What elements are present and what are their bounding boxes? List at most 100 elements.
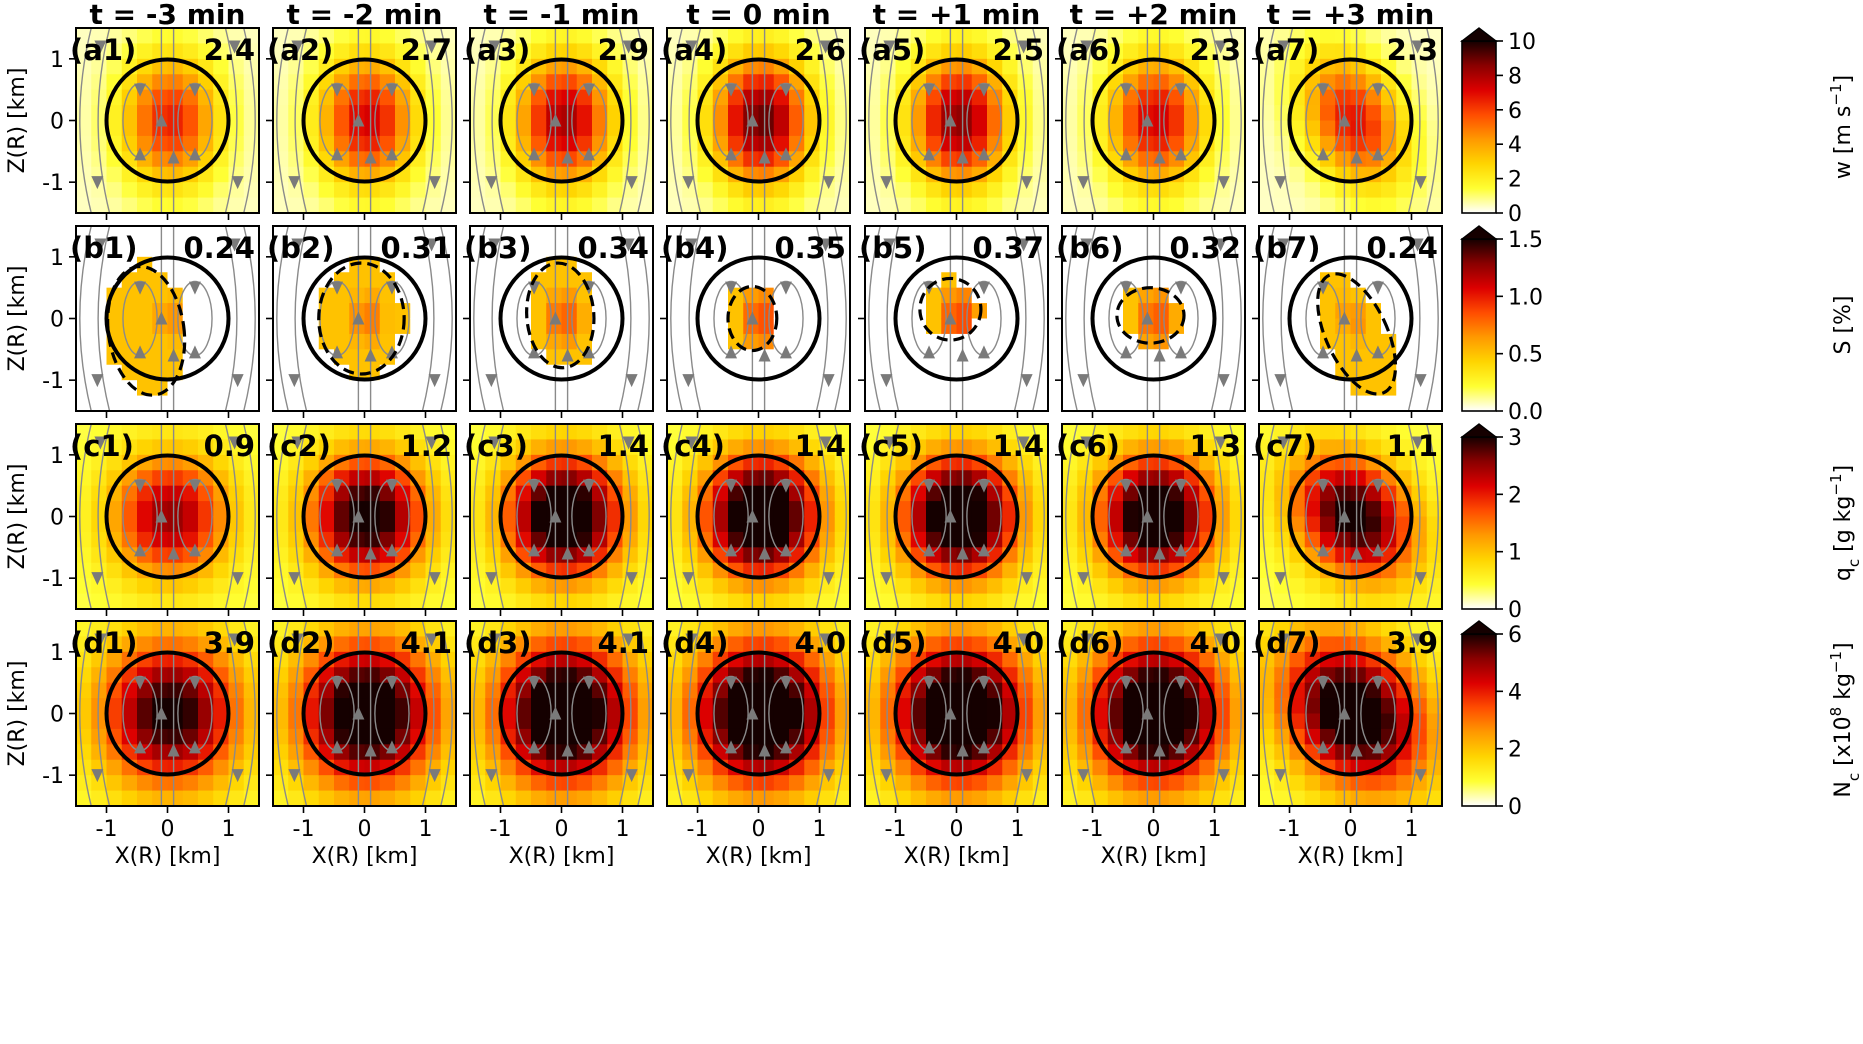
heatmap-cell <box>1229 395 1245 411</box>
heatmap-cell <box>956 182 973 199</box>
heatmap-cell <box>561 593 578 609</box>
heatmap-cell <box>303 593 320 609</box>
heatmap-cell <box>1289 43 1306 60</box>
heatmap-cell <box>395 380 411 397</box>
heatmap-cell <box>1168 380 1185 397</box>
y-tick-label: -1 <box>42 567 64 592</box>
thermal-boundary-circle <box>695 255 822 382</box>
heatmap-cell <box>834 593 850 609</box>
heatmap-cell <box>531 120 547 137</box>
arrow-icon <box>725 83 738 97</box>
heatmap-cell <box>1077 621 1094 638</box>
heatmap-cell <box>1092 58 1109 75</box>
heatmap-cell <box>1365 439 1382 456</box>
heatmap-cell <box>895 120 912 137</box>
heatmap-cell <box>1107 120 1124 137</box>
heatmap-cell <box>213 775 230 792</box>
heatmap-cell <box>1426 728 1442 745</box>
heatmap-cell <box>1184 120 1200 137</box>
heatmap-cell <box>76 728 92 745</box>
heatmap-cell <box>1289 439 1306 456</box>
heatmap-cell <box>834 728 850 745</box>
heatmap-cell <box>152 439 169 456</box>
heatmap-cell <box>607 105 624 122</box>
heatmap-cell <box>1304 395 1321 411</box>
heatmap-cell <box>1411 667 1428 684</box>
heatmap-cell <box>1396 424 1413 441</box>
heatmap-cell <box>987 439 1003 456</box>
arrow-icon <box>1411 633 1424 647</box>
heatmap-cell <box>546 775 563 792</box>
arrow-icon <box>352 113 365 127</box>
heatmap-cell <box>364 698 381 715</box>
heatmap-cell <box>1017 272 1034 289</box>
heatmap-cell <box>334 120 350 137</box>
heatmap-cell <box>682 698 699 715</box>
streamline <box>1065 28 1078 213</box>
heatmap-cell <box>1017 349 1034 366</box>
streamline <box>868 621 881 806</box>
arrow-icon <box>682 374 695 388</box>
heatmap-cell <box>895 562 912 579</box>
heatmap-cell <box>637 380 653 397</box>
heatmap-cell <box>1184 197 1200 213</box>
heatmap-cell <box>288 226 305 243</box>
thermal-boundary-circle <box>695 57 822 184</box>
heatmap-cell <box>364 333 381 350</box>
panel-max-value: 2.3 <box>1387 33 1438 67</box>
heatmap-cell <box>500 380 517 397</box>
heatmap-cell <box>865 667 881 684</box>
heatmap-cell <box>1320 28 1336 45</box>
heatmap-cell <box>1411 197 1428 213</box>
heatmap-cell <box>198 28 214 45</box>
heatmap-cell <box>1304 241 1321 258</box>
heatmap-cell <box>1123 790 1139 806</box>
heatmap-cell <box>213 318 230 335</box>
heatmap-cell <box>1138 621 1155 638</box>
arrow-icon <box>428 769 441 783</box>
heatmap-cell <box>1381 790 1397 806</box>
heatmap-cell <box>1411 621 1428 638</box>
heatmap-cell <box>531 593 547 609</box>
heatmap-cell <box>622 578 639 595</box>
heatmap-cell <box>303 364 320 381</box>
heatmap-cell <box>303 197 320 213</box>
heatmap-cell <box>1214 424 1231 441</box>
streamline <box>421 424 435 609</box>
heatmap-cell <box>758 667 775 684</box>
heatmap-cell <box>349 58 366 75</box>
heatmap-cell <box>470 470 486 487</box>
heatmap-cell <box>667 241 683 258</box>
arrow-icon <box>352 509 365 523</box>
heatmap-cell <box>364 241 381 258</box>
heatmap-cell <box>470 547 486 564</box>
heatmap-cell <box>91 744 108 761</box>
heatmap-cell <box>1062 333 1078 350</box>
heatmap-cell <box>349 135 366 152</box>
heatmap-cell <box>789 105 805 122</box>
heatmap-cell <box>1350 454 1367 471</box>
heatmap-cell <box>198 395 214 411</box>
heatmap-cell <box>410 578 427 595</box>
heatmap-cell <box>1199 395 1216 411</box>
heatmap-cell <box>607 775 624 792</box>
heatmap-cell <box>1289 241 1306 258</box>
arrow-icon <box>582 345 595 359</box>
heatmap-cell <box>1017 744 1034 761</box>
heatmap-cell <box>895 424 912 441</box>
streamline <box>440 28 453 213</box>
heatmap-cell <box>410 182 427 199</box>
heatmap-cell <box>1032 790 1048 806</box>
heatmap-cell <box>987 226 1003 243</box>
heatmap-cell <box>743 621 760 638</box>
heatmap-cell <box>956 380 973 397</box>
arrow-icon <box>977 147 990 161</box>
arrow-icon <box>685 633 698 647</box>
heatmap-cell <box>592 501 608 518</box>
heatmap-cell <box>515 182 532 199</box>
heatmap-cell <box>273 89 289 106</box>
heatmap-cell <box>956 89 973 106</box>
heatmap-cell <box>743 593 760 609</box>
heatmap-cell <box>880 516 897 533</box>
panel-d7: (d7) 3.9-1 0 1X(R) [km] <box>1252 620 1443 869</box>
